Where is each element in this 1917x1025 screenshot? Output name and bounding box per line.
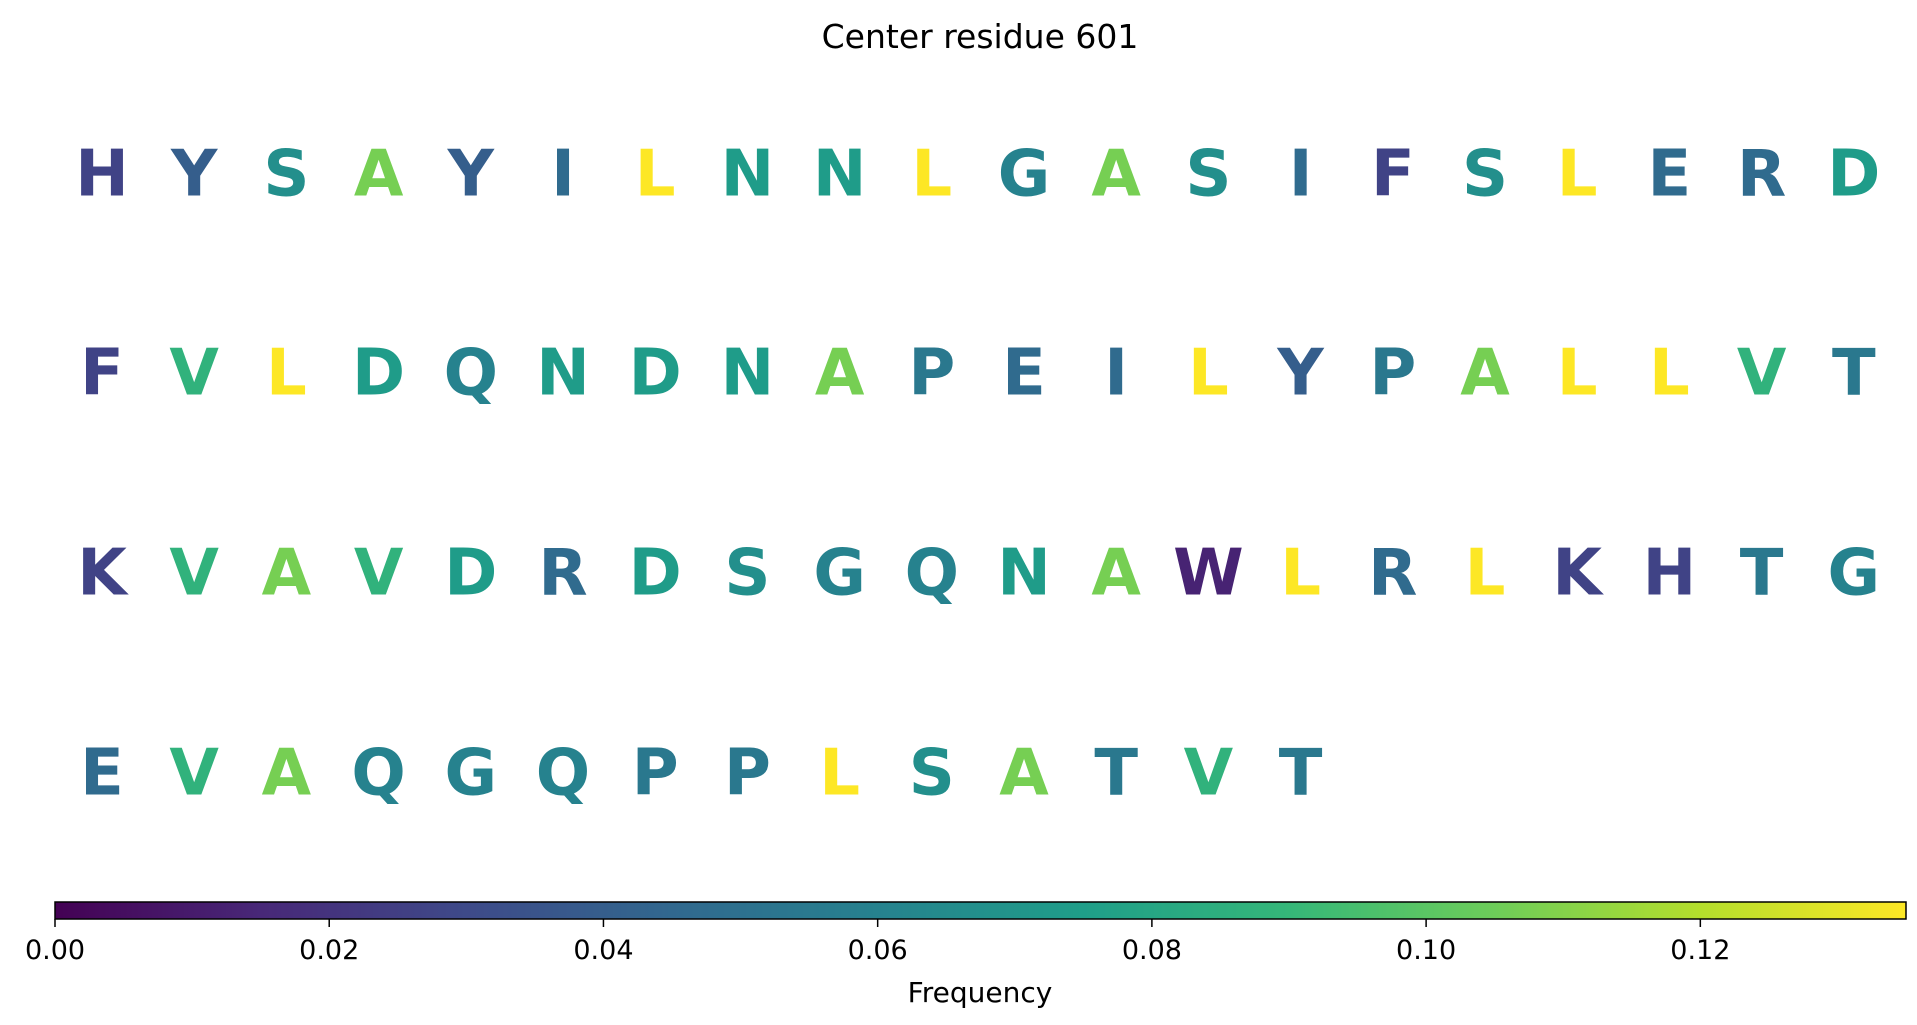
residue-letter: P (1369, 337, 1416, 411)
residue-letter: A (262, 737, 312, 811)
residue-letter: A (354, 138, 404, 212)
residue-letter: D (629, 537, 682, 611)
residue-letter: S (909, 737, 955, 811)
colorbar-ticks: 0.00 0.02 0.04 0.06 0.08 0.10 0.12 (25, 919, 1730, 966)
residue-letter: S (1462, 138, 1508, 212)
colorbar-tick-label: 0.02 (299, 935, 359, 966)
residue-letter: D (444, 537, 497, 611)
residue-letter: F (1371, 138, 1415, 212)
residue-letter: N (721, 337, 775, 411)
colorbar-label: Frequency (908, 976, 1053, 1009)
residue-letter: G (445, 737, 498, 811)
residue-letter: V (1737, 337, 1787, 411)
residue-letter: P (724, 737, 771, 811)
colorbar-tick-label: 0.06 (848, 935, 908, 966)
residue-letter: L (1649, 337, 1690, 411)
residue-letter: W (1173, 537, 1244, 611)
residue-letter: L (635, 138, 676, 212)
residue-letter: Q (444, 337, 498, 411)
colorbar-tick-label: 0.10 (1396, 935, 1456, 966)
residue-letter: V (354, 537, 404, 611)
residue-letter: N (536, 337, 590, 411)
residue-letter: D (1827, 138, 1880, 212)
residue-letter: P (632, 737, 679, 811)
residue-letter: L (1465, 537, 1506, 611)
residue-letter: Y (1276, 337, 1324, 411)
residue-letter: D (629, 337, 682, 411)
residue-letter: G (998, 138, 1051, 212)
residue-letter: L (819, 737, 860, 811)
residue-letter: Q (905, 537, 959, 611)
residue-letter: E (1002, 337, 1046, 411)
residue-letter: A (999, 737, 1049, 811)
residue-letter: S (263, 138, 309, 212)
residue-letter: G (813, 537, 866, 611)
residue-letter: I (1289, 138, 1313, 212)
residue-letter: Q (536, 737, 590, 811)
residue-letter: T (1832, 337, 1876, 411)
residue-letter: Y (447, 138, 495, 212)
colorbar-tick-label: 0.00 (25, 935, 85, 966)
residue-letter: S (1185, 138, 1231, 212)
residue-letter: L (1188, 337, 1229, 411)
residue-letter: H (1643, 537, 1697, 611)
residue-letter: Q (351, 737, 405, 811)
residue-letter: V (169, 737, 219, 811)
residue-letter: H (75, 138, 129, 212)
residue-letter: R (1737, 138, 1786, 212)
residue-letter: L (1557, 337, 1598, 411)
residue-letter: A (815, 337, 865, 411)
residue-letter: T (1094, 737, 1138, 811)
residue-letter: A (262, 537, 312, 611)
residue-letter: S (724, 537, 770, 611)
residue-letter: T (1279, 737, 1323, 811)
residue-letter: I (551, 138, 575, 212)
residue-letter: T (1740, 537, 1784, 611)
colorbar-tick-label: 0.12 (1670, 935, 1730, 966)
residue-letter: N (813, 138, 867, 212)
chart-title: Center residue 601 (822, 17, 1139, 56)
colorbar: 0.00 0.02 0.04 0.06 0.08 0.10 0.12 Frequency (25, 901, 1907, 1009)
colorbar-tick-label: 0.04 (573, 935, 633, 966)
residue-letter: R (538, 537, 587, 611)
residue-letter: V (169, 337, 219, 411)
residue-letter: L (266, 337, 307, 411)
colorbar-tick-label: 0.08 (1122, 935, 1182, 966)
residue-letter: A (1460, 337, 1510, 411)
residue-letter: D (352, 337, 405, 411)
residue-letter: K (77, 537, 129, 611)
colorbar-gradient (54, 901, 1907, 920)
residue-letter: Y (170, 138, 218, 212)
residue-letter: L (1280, 537, 1321, 611)
residue-letter: V (1184, 737, 1234, 811)
residue-letter: A (1091, 138, 1141, 212)
residue-letter: G (1828, 537, 1881, 611)
residue-letter: K (1552, 537, 1604, 611)
residue-letter: N (721, 138, 775, 212)
residue-letter: L (911, 138, 952, 212)
residue-letter: L (1557, 138, 1598, 212)
residue-letter: E (1648, 138, 1692, 212)
residue-letter: A (1091, 537, 1141, 611)
residue-letter: N (997, 537, 1051, 611)
residue-letter: R (1368, 537, 1417, 611)
residue-letter: P (908, 337, 955, 411)
residue-grid: H Y S A Y I L N N L G A S I F S L E R DF V L D Q N D N A P E I L Y P A L L V T… (75, 138, 1880, 811)
residue-letter: E (80, 737, 124, 811)
residue-letter: I (1104, 337, 1128, 411)
residue-letter: F (80, 337, 124, 411)
residue-letter: V (169, 537, 219, 611)
